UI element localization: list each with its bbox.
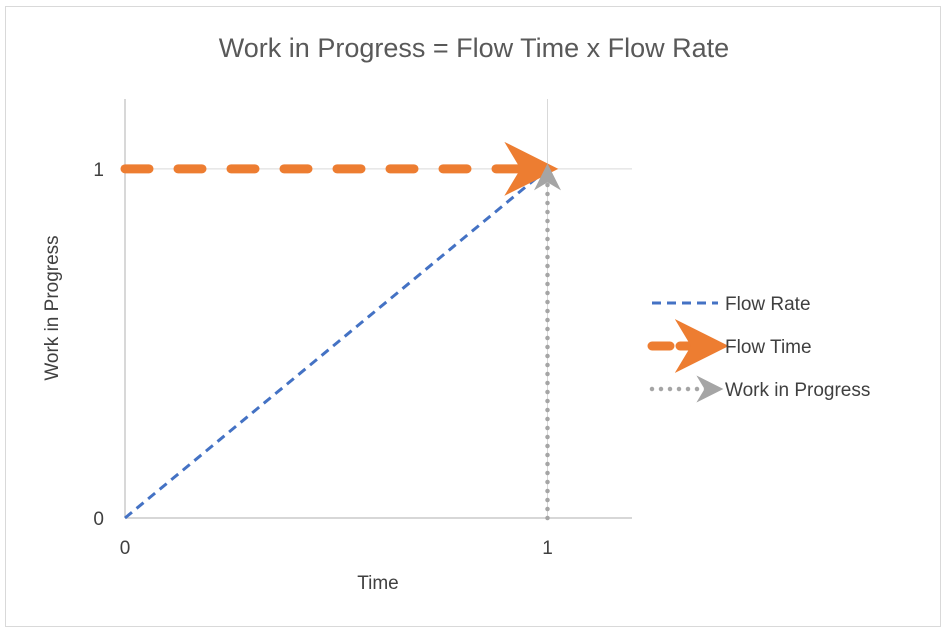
x-tick-label: 1 xyxy=(542,538,553,559)
legend: Flow Rate Flow Time Work in Progress xyxy=(647,294,870,403)
x-axis-label: Time xyxy=(357,573,399,594)
series-line-flow-rate xyxy=(124,167,549,520)
y-tick-label: 0 xyxy=(93,509,104,530)
legend-label-work-in-progress: Work in Progress xyxy=(725,380,870,401)
legend-label-flow-rate: Flow Rate xyxy=(725,294,811,315)
series-lines xyxy=(120,141,561,521)
y-tick-label: 1 xyxy=(93,160,104,181)
x-tick-label: 0 xyxy=(120,538,131,559)
tick-labels: 0 1 0 1 xyxy=(93,160,552,559)
legend-label-flow-time: Flow Time xyxy=(725,337,812,358)
chart-frame xyxy=(5,6,941,627)
y-axis-label: Work in Progress xyxy=(42,235,63,380)
chart-title: Work in Progress = Flow Time x Flow Rate xyxy=(219,33,729,63)
